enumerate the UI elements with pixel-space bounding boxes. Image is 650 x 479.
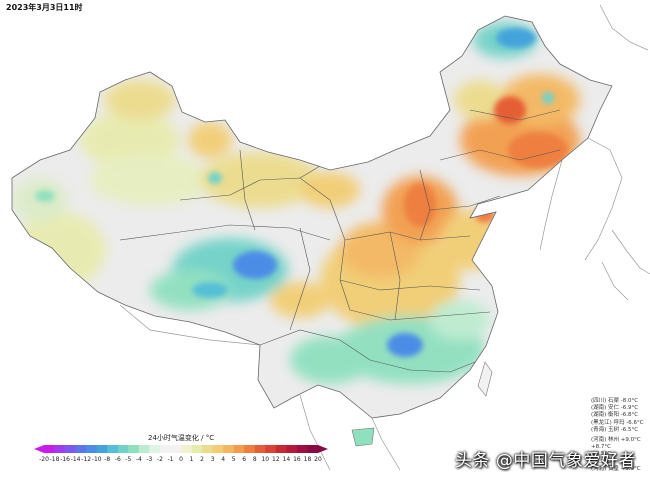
legend-title: 24小时气温变化 / °C	[148, 434, 215, 442]
province-borders	[119, 109, 561, 373]
station-row: +8.5°C	[591, 451, 611, 458]
legend-color-segment	[296, 445, 308, 453]
legend-tick-label: -3	[146, 456, 153, 463]
legend-tick-label: 4	[221, 456, 226, 463]
legend-arrow-min	[34, 445, 44, 453]
watermark: 头条 @中国气象爱好者	[455, 451, 636, 471]
legend-tick-label: 12	[272, 456, 280, 463]
legend-color-segment	[191, 445, 203, 453]
china-border	[11, 15, 613, 419]
legend-tick-label: 18	[303, 456, 312, 463]
legend-color-segment	[75, 445, 87, 453]
legend-tick-label: -8	[104, 456, 111, 463]
station-list-cooling: (四川) 石渠 -8.0°C (湖南) 安仁 -6.9°C (湖南) 衡阳 -6.8…	[591, 398, 644, 434]
legend-tick-label: 20	[314, 456, 322, 463]
legend-tick-label: 2	[200, 456, 204, 463]
station-row: +8.3°C	[591, 458, 611, 465]
legend-color-segment	[202, 445, 213, 453]
station-row: (湖南) 安仁 -6.9°C	[591, 405, 639, 412]
hainan-island	[351, 427, 375, 447]
legend-color-segment	[275, 445, 287, 453]
legend-color-segment	[128, 445, 140, 453]
taiwan-island	[477, 361, 493, 397]
legend-tick-label: -4	[135, 456, 142, 463]
legend-color-segment	[96, 445, 108, 453]
legend-tick-label: -10	[91, 456, 102, 463]
legend-color-segment	[254, 445, 266, 453]
legend-tick-label: 8	[252, 456, 257, 463]
station-list-warming: (河南) 林州 +9.0°C +8.7°C +8.5°C +8.3°C (河北) 赞皇 …	[591, 437, 641, 473]
legend-tick-label: 6	[242, 456, 247, 463]
legend-color-segment	[244, 445, 256, 453]
legend-color-segment	[170, 445, 182, 453]
legend-color-segment	[86, 445, 97, 453]
legend-color-segment	[212, 445, 224, 453]
map-title: 2023年3月3日11时	[6, 3, 83, 12]
legend-color-segment	[233, 445, 245, 453]
legend-color-segment	[65, 445, 76, 453]
legend-color-segment	[149, 445, 161, 453]
legend-color-segment	[223, 445, 234, 453]
station-row: (青海) 玉树 -6.5°C	[591, 426, 639, 433]
legend-tick-label: 16	[293, 456, 301, 463]
station-row: +8.7°C	[591, 444, 611, 451]
legend-tick-label: -20	[39, 456, 49, 463]
legend-color-segment	[44, 445, 55, 453]
legend-color-segment	[138, 445, 150, 453]
legend-tick-label: 14	[282, 456, 291, 463]
legend-tick-label: -14	[70, 456, 81, 463]
legend-tick-label: -12	[81, 456, 92, 463]
legend-tick-label: -16	[60, 456, 70, 463]
neighbour-borders	[119, 4, 650, 471]
legend-color-segment	[286, 445, 298, 453]
legend-tick-label: -6	[114, 456, 121, 463]
legend-color-segment	[117, 445, 129, 453]
legend-arrow-max	[318, 445, 328, 453]
legend-tick-label: -1	[167, 456, 174, 463]
legend-tick-label: -2	[156, 456, 163, 463]
legend-tick-label: 3	[210, 456, 215, 463]
legend-tick-labels: -20 -18 -16 -14 -12 -10 -8 -6 -5 -4 -3 -2 -1 0 1 2 3 4 5 6 8…	[36, 456, 326, 466]
legend-color-segment	[107, 445, 119, 453]
legend-colorbar	[34, 445, 328, 453]
station-row: (四川) 石渠 -8.0°C	[591, 398, 639, 404]
legend-tick-label: -18	[49, 456, 60, 463]
legend-tick-label: 0	[179, 456, 183, 463]
legend-color-segment	[307, 445, 319, 453]
legend-tick-label: -5	[125, 456, 132, 463]
station-row: (河北) 赞皇 +9.9°C	[591, 465, 641, 472]
legend-color-segment	[159, 445, 171, 453]
legend-tick-label: 10	[261, 456, 270, 463]
station-row: (湖南) 衡阳 -6.8°C	[591, 412, 639, 419]
legend-tick-label: 1	[189, 456, 194, 463]
station-row: (黑龙江) 呼玛 -6.6°C	[591, 419, 644, 426]
station-row: (河南) 林州 +9.0°C	[591, 437, 641, 443]
legend-tick-label: 5	[231, 456, 236, 463]
legend-color-segment	[54, 445, 66, 453]
legend-color-segment	[181, 445, 192, 453]
legend-color-segment	[265, 445, 277, 453]
